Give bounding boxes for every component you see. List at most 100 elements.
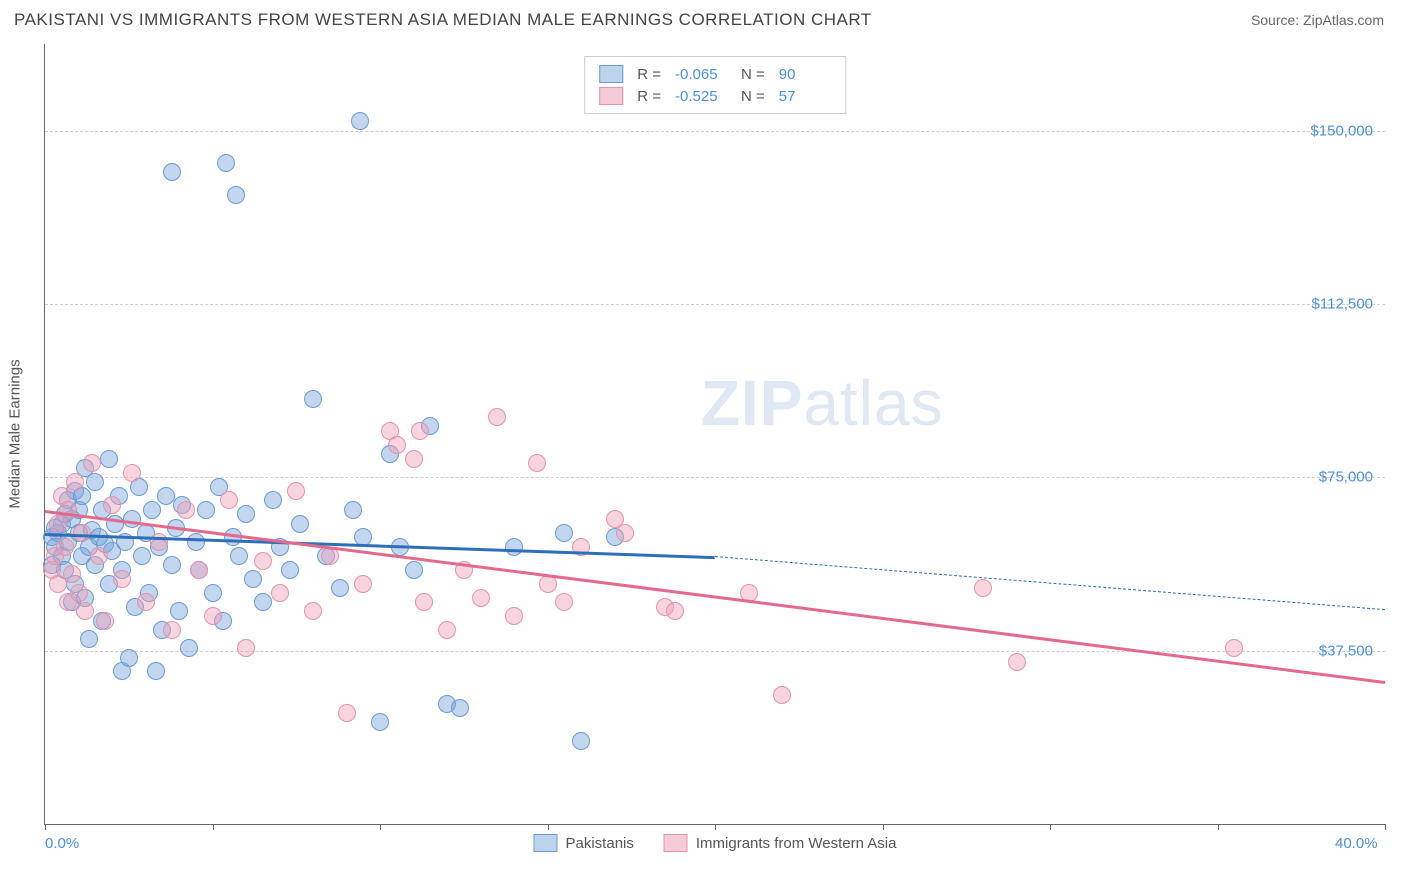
stats-row-western-asia: R = -0.525 N = 57	[599, 85, 831, 107]
scatter-point	[271, 584, 289, 602]
scatter-point	[472, 589, 490, 607]
y-tick-label: $112,500	[1312, 296, 1373, 313]
scatter-point	[244, 570, 262, 588]
scatter-point	[974, 579, 992, 597]
scatter-point	[281, 561, 299, 579]
scatter-point	[254, 593, 272, 611]
scatter-point	[505, 607, 523, 625]
scatter-point	[616, 524, 634, 542]
scatter-point	[227, 186, 245, 204]
scatter-point	[572, 732, 590, 750]
scatter-point	[180, 639, 198, 657]
gridline	[45, 304, 1385, 305]
scatter-point	[371, 713, 389, 731]
scatter-point	[264, 491, 282, 509]
scatter-point	[103, 496, 121, 514]
scatter-point	[405, 450, 423, 468]
x-tick	[1218, 824, 1219, 830]
swatch-western-asia-icon	[664, 834, 688, 852]
legend-item-pakistanis: Pakistanis	[534, 834, 634, 852]
source-attribution: Source: ZipAtlas.com	[1251, 12, 1384, 28]
n-value-pakistanis: 90	[779, 66, 831, 83]
scatter-point	[170, 602, 188, 620]
x-tick	[548, 824, 549, 830]
scatter-point	[237, 639, 255, 657]
scatter-point	[304, 602, 322, 620]
scatter-point	[338, 704, 356, 722]
scatter-point	[163, 621, 181, 639]
scatter-point	[157, 487, 175, 505]
watermark: ZIPatlas	[701, 366, 944, 440]
scatter-point	[100, 450, 118, 468]
scatter-point	[291, 515, 309, 533]
x-tick	[380, 824, 381, 830]
scatter-point	[163, 163, 181, 181]
scatter-point	[187, 533, 205, 551]
scatter-point	[1008, 653, 1026, 671]
chart-title: PAKISTANI VS IMMIGRANTS FROM WESTERN ASI…	[14, 10, 872, 30]
scatter-point	[73, 524, 91, 542]
x-tick	[213, 824, 214, 830]
scatter-point	[147, 662, 165, 680]
scatter-point	[555, 593, 573, 611]
r-value-pakistanis: -0.065	[675, 66, 727, 83]
chart-header: PAKISTANI VS IMMIGRANTS FROM WESTERN ASI…	[0, 0, 1406, 38]
x-tick	[1050, 824, 1051, 830]
scatter-point	[388, 436, 406, 454]
x-tick-label: 0.0%	[45, 835, 79, 852]
scatter-point	[304, 390, 322, 408]
bottom-legend: Pakistanis Immigrants from Western Asia	[534, 834, 897, 852]
x-tick	[1385, 824, 1386, 830]
scatter-point	[438, 621, 456, 639]
y-tick-label: $75,000	[1319, 469, 1373, 486]
x-tick	[883, 824, 884, 830]
scatter-point	[351, 112, 369, 130]
scatter-point	[405, 561, 423, 579]
scatter-point	[66, 473, 84, 491]
scatter-point	[344, 501, 362, 519]
scatter-point	[773, 686, 791, 704]
y-axis-label: Median Male Earnings	[7, 359, 24, 508]
scatter-point	[197, 501, 215, 519]
scatter-point	[287, 482, 305, 500]
scatter-point	[331, 579, 349, 597]
scatter-point	[163, 556, 181, 574]
scatter-point	[90, 547, 108, 565]
r-value-western-asia: -0.525	[675, 88, 727, 105]
scatter-point	[237, 505, 255, 523]
scatter-plot-area: ZIPatlas Median Male Earnings R = -0.065…	[44, 44, 1385, 825]
scatter-point	[70, 584, 88, 602]
y-tick-label: $37,500	[1319, 642, 1373, 659]
scatter-point	[83, 454, 101, 472]
stats-row-pakistanis: R = -0.065 N = 90	[599, 63, 831, 85]
scatter-point	[177, 501, 195, 519]
scatter-point	[415, 593, 433, 611]
legend-item-western-asia: Immigrants from Western Asia	[664, 834, 897, 852]
scatter-point	[224, 528, 242, 546]
gridline	[45, 131, 1385, 132]
scatter-point	[528, 454, 546, 472]
scatter-point	[190, 561, 208, 579]
scatter-point	[76, 602, 94, 620]
scatter-point	[123, 464, 141, 482]
swatch-western-asia	[599, 87, 623, 105]
trend-line-extrapolated	[715, 556, 1385, 610]
x-tick	[715, 824, 716, 830]
scatter-point	[555, 524, 573, 542]
stats-legend: R = -0.065 N = 90 R = -0.525 N = 57	[584, 56, 846, 114]
scatter-point	[230, 547, 248, 565]
scatter-point	[411, 422, 429, 440]
scatter-point	[451, 699, 469, 717]
scatter-point	[505, 538, 523, 556]
scatter-point	[220, 491, 238, 509]
scatter-point	[488, 408, 506, 426]
y-tick-label: $150,000	[1310, 122, 1373, 139]
scatter-point	[120, 649, 138, 667]
x-tick-label: 40.0%	[1335, 835, 1378, 852]
scatter-point	[1225, 639, 1243, 657]
scatter-point	[666, 602, 684, 620]
scatter-point	[96, 612, 114, 630]
scatter-point	[113, 570, 131, 588]
scatter-point	[133, 547, 151, 565]
scatter-point	[217, 154, 235, 172]
